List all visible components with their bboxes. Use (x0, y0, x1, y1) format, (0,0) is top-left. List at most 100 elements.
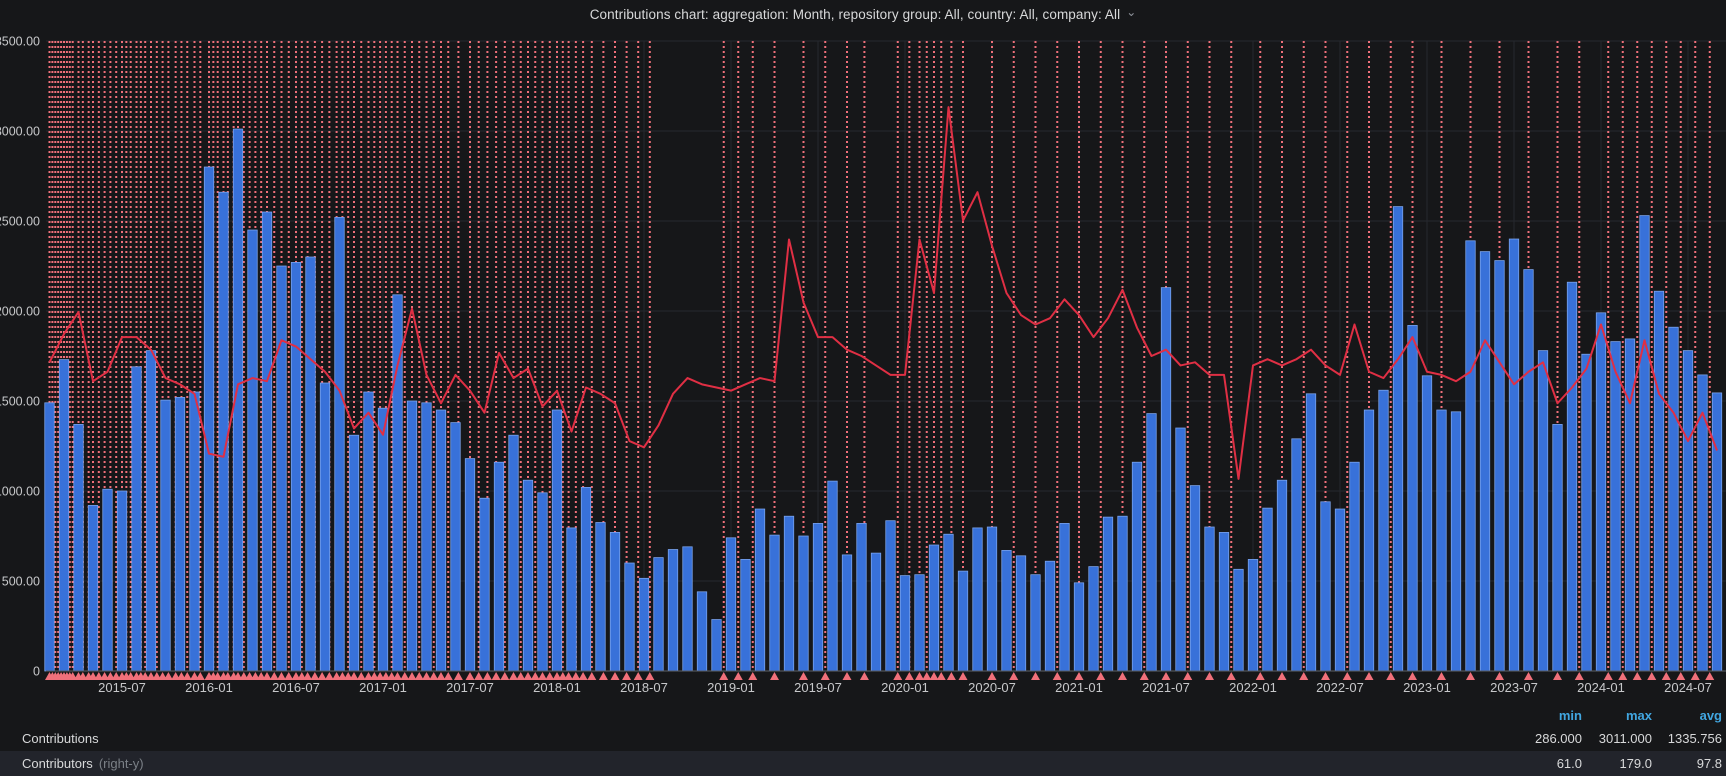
annotation-marker-icon (633, 672, 643, 680)
annotation-marker-icon (859, 672, 869, 680)
legend-row-contributions[interactable]: Contributions 286.000 3011.000 1335.756 (0, 726, 1726, 751)
bar-contributions (1088, 566, 1099, 672)
x-axis-tick-label: 2023-07 (1490, 680, 1538, 695)
annotation-marker-icon (400, 672, 410, 680)
bar-contributions (290, 262, 302, 672)
bar-contributions (653, 557, 664, 672)
y-axis-tick-label: 1500.00 (0, 395, 40, 409)
annotation-marker-icon (1495, 672, 1504, 680)
chart-area[interactable]: 3500.00 3000.00 2500.00 2000.00 1500.00 1000.… (0, 28, 1726, 705)
bar-contributions (1160, 287, 1172, 672)
annotation-marker-icon (443, 672, 453, 680)
legend-header-row: min max avg (0, 705, 1726, 726)
bar-contributions (1523, 269, 1534, 672)
annotation-marker-icon (1553, 672, 1562, 680)
bar-contributions (1059, 523, 1070, 672)
annotation-marker-icon (1466, 672, 1475, 680)
bar-contributions (1682, 350, 1694, 672)
annotation-marker-icon (126, 672, 136, 680)
annotation-marker-icon (429, 672, 439, 680)
bar-contributions (1305, 393, 1317, 672)
bar-contributions (1001, 550, 1012, 672)
bar-contributions (247, 229, 258, 672)
bar-contributions (1610, 341, 1621, 672)
annotation-marker-icon (111, 672, 121, 680)
bar-contributions (841, 554, 853, 672)
bar-contributions (595, 522, 606, 672)
y-axis-tick-label: 2500.00 (0, 215, 40, 229)
annotation-marker-icon (545, 672, 555, 680)
bar-contributions (508, 434, 519, 672)
annotation-marker-icon (842, 672, 852, 680)
bar-contributions (580, 487, 592, 672)
chevron-down-icon[interactable]: ⌄ (1126, 5, 1137, 19)
bar-contributions (870, 552, 882, 672)
annotation-marker-icon (1574, 672, 1584, 680)
bar-contributions (885, 520, 896, 672)
annotation-marker-icon (1096, 672, 1106, 680)
annotation-marker-icon (1277, 672, 1287, 680)
bar-contributions (1102, 516, 1114, 672)
legend-series-label[interactable]: Contributions (22, 731, 1512, 746)
bar-contributions (1247, 559, 1259, 672)
annotation-marker-icon (509, 672, 518, 680)
x-axis-tick-label: 2018-07 (620, 680, 668, 695)
bar-contributions (1015, 555, 1027, 672)
annotation-marker-icon (1299, 672, 1309, 680)
bar-contributions (377, 407, 389, 672)
annotation-marker-icon (332, 672, 342, 680)
bar-contributions (551, 409, 563, 672)
annotation-marker-icon (182, 672, 192, 680)
annotation-marker-icon (375, 672, 385, 680)
annotation-marker-icon (223, 672, 233, 680)
contributions-chart[interactable]: 3500.00 3000.00 2500.00 2000.00 1500.00 1000.… (0, 28, 1726, 705)
stat-max: 3011.000 (1598, 731, 1652, 746)
annotation-marker-icon (233, 672, 243, 680)
annotation-marker-icon (958, 672, 968, 680)
annotation-marker-icon (719, 672, 729, 680)
bar-contributions (1030, 574, 1041, 672)
y-axis-tick-label: 3500.00 (0, 35, 40, 49)
legend-row-contributors[interactable]: Contributors (right-y) 61.0 179.0 97.8 (0, 751, 1726, 776)
annotation-marker-icon (748, 672, 758, 680)
bar-contributions (609, 532, 621, 672)
annotation-marker-icon (343, 672, 353, 680)
legend-header-avg[interactable]: avg (1699, 708, 1722, 723)
bar-contributions (1378, 389, 1389, 672)
y-axis-tick-label: 1000.00 (0, 485, 40, 499)
annotation-marker-icon (1690, 672, 1700, 680)
bar-contributions (1581, 353, 1592, 672)
annotation-marker-icon (176, 672, 186, 680)
legend-header-max[interactable]: max (1625, 708, 1652, 723)
bar-contributions (406, 400, 418, 672)
bar-contributions (102, 488, 113, 672)
x-axis-tick-label: 2022-01 (1229, 680, 1277, 695)
stat-avg: 97.8 (1696, 756, 1722, 771)
annotation-marker-icon (310, 672, 320, 680)
x-axis-tick-label: 2019-01 (707, 680, 755, 695)
bar-contributions (1204, 526, 1215, 672)
bar-contributions (174, 397, 186, 672)
x-axis-tick-label: 2016-01 (185, 680, 233, 695)
x-axis-tick-label: 2024-07 (1664, 680, 1712, 695)
bar-contributions (1653, 290, 1665, 672)
legend-series-label[interactable]: Contributors (right-y) (22, 756, 1512, 771)
bar-contributions (1595, 312, 1607, 672)
stat-avg: 1335.756 (1667, 731, 1722, 746)
bar-contributions (261, 211, 273, 672)
legend-header-min[interactable]: min (1558, 708, 1582, 723)
bar-contributions (116, 490, 128, 672)
x-axis-tick-label: 2023-01 (1403, 680, 1451, 695)
annotation-marker-icon (516, 672, 526, 680)
annotation-marker-icon (436, 672, 446, 680)
annotation-marker-icon (1705, 672, 1715, 680)
bar-contributions (812, 523, 824, 672)
panel-title-dropdown[interactable]: Contributions chart: aggregation: Month,… (0, 0, 1726, 28)
annotation-marker-icon (571, 672, 581, 680)
annotation-marker-icon (1226, 672, 1236, 680)
annotation-marker-icon (799, 672, 808, 680)
annotation-marker-icon (414, 672, 424, 680)
annotation-marker-icon (78, 672, 88, 680)
annotation-marker-icon (100, 672, 110, 680)
